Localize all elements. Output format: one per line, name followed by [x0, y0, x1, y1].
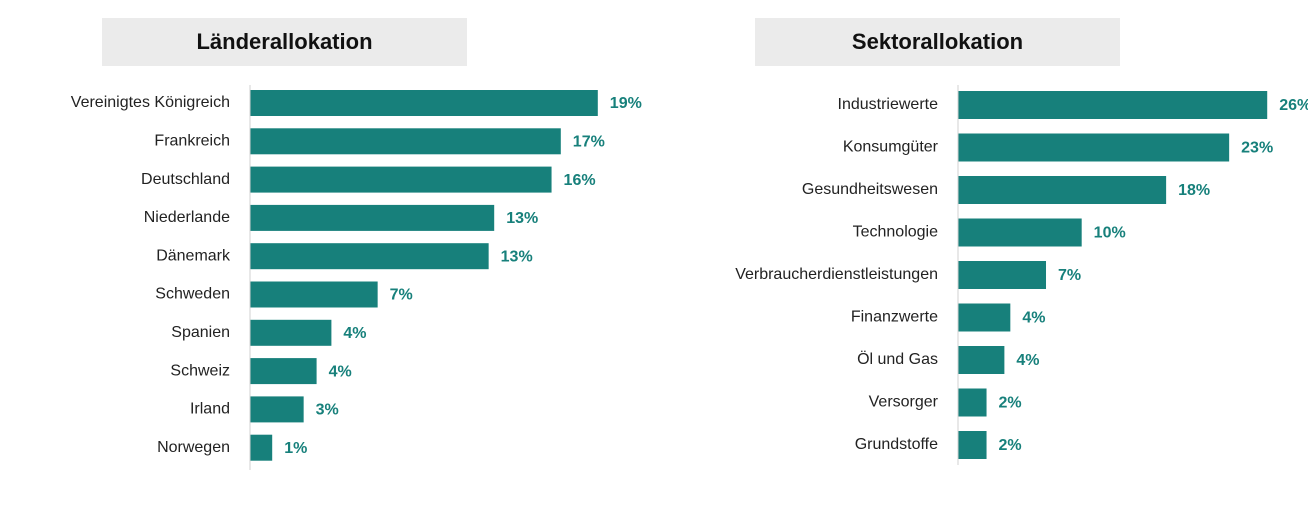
y-tick-label: Grundstoffe: [855, 436, 938, 453]
y-tick-label: Norwegen: [157, 439, 230, 456]
y-tick-label: Schweiz: [170, 362, 230, 379]
value-label: 26%: [1279, 97, 1308, 114]
value-label: 4%: [1016, 352, 1039, 369]
y-tick-label: Industriewerte: [838, 96, 939, 113]
y-tick-label: Niederlande: [144, 209, 230, 226]
bar: [958, 91, 1268, 119]
bar: [958, 303, 1011, 332]
y-tick-label: Verbraucherdienstleistungen: [735, 266, 938, 283]
value-label: 4%: [329, 363, 352, 380]
y-tick-label: Deutschland: [141, 171, 230, 188]
chart-title: Sektorallokation: [852, 29, 1023, 54]
chart-title: Länderallokation: [196, 29, 372, 54]
bar: [958, 346, 1005, 374]
value-label: 16%: [564, 172, 596, 189]
value-label: 4%: [1022, 310, 1045, 327]
y-tick-label: Vereinigtes Königreich: [71, 94, 230, 111]
value-label: 7%: [1058, 267, 1081, 284]
value-label: 2%: [999, 437, 1022, 454]
value-label: 4%: [343, 325, 366, 342]
bar: [958, 176, 1167, 204]
y-tick-label: Irland: [190, 401, 230, 418]
bar: [958, 133, 1230, 162]
title-box: [102, 18, 467, 66]
value-label: 13%: [501, 248, 533, 265]
bar: [250, 358, 317, 385]
bar: [250, 243, 489, 270]
value-label: 10%: [1094, 225, 1126, 242]
value-label: 18%: [1178, 182, 1210, 199]
value-label: 13%: [506, 210, 538, 227]
bar: [250, 204, 495, 231]
value-label: 19%: [610, 95, 642, 112]
bar: [250, 434, 273, 461]
value-label: 23%: [1241, 140, 1273, 157]
y-tick-label: Spanien: [171, 324, 230, 341]
y-tick-label: Schweden: [155, 286, 230, 303]
value-label: 7%: [390, 287, 413, 304]
y-tick-label: Frankreich: [154, 133, 230, 150]
bar: [250, 396, 304, 423]
y-tick-label: Finanzwerte: [851, 309, 938, 326]
title-box: [755, 18, 1120, 66]
bar: [250, 166, 552, 193]
y-tick-label: Technologie: [853, 224, 939, 241]
value-label: 2%: [999, 395, 1022, 412]
value-label: 1%: [284, 440, 307, 457]
y-tick-label: Versorger: [869, 394, 939, 411]
bar: [958, 218, 1082, 247]
bar: [958, 261, 1047, 289]
y-tick-label: Konsumgüter: [843, 139, 939, 156]
y-tick-label: Gesundheitswesen: [802, 181, 938, 198]
value-label: 3%: [316, 402, 339, 419]
y-tick-label: Öl und Gas: [857, 350, 938, 368]
bar: [250, 319, 332, 346]
bar: [250, 90, 598, 116]
bar: [250, 281, 378, 308]
bar: [958, 431, 987, 459]
y-tick-label: Dänemark: [156, 247, 231, 264]
bar: [250, 128, 561, 155]
bar: [958, 388, 987, 417]
value-label: 17%: [573, 134, 605, 151]
